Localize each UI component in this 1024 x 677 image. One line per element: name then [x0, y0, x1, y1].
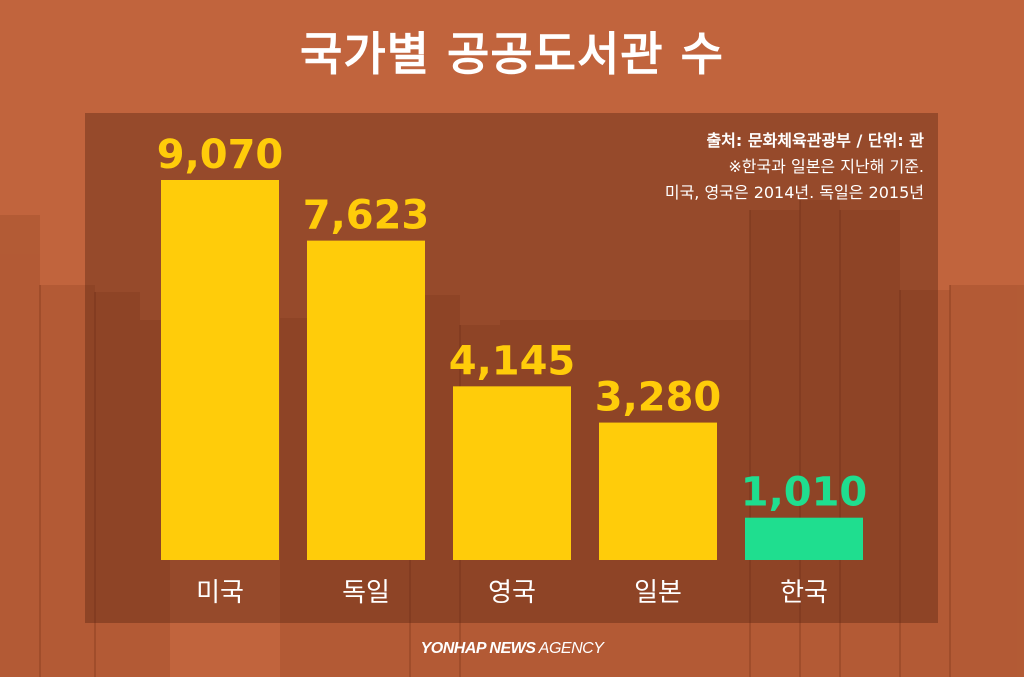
- value-label-3: 4,145: [449, 338, 576, 384]
- credit-rest: AGENCY: [535, 640, 604, 657]
- category-label-3: 영국: [488, 578, 536, 608]
- value-label-4: 3,280: [595, 375, 722, 421]
- value-label-2: 7,623: [303, 193, 430, 239]
- bar-4: [599, 422, 717, 560]
- note-line-1: ※한국과 일본은 지난해 기준.: [728, 157, 924, 176]
- value-label-1: 9,070: [157, 132, 284, 178]
- source-note: 출처: 문화체육관광부 / 단위: 관 ※한국과 일본은 지난해 기준. 미국,…: [665, 128, 924, 206]
- credit-bold: YONHAP NEWS: [420, 640, 536, 657]
- category-label-5: 한국: [780, 578, 828, 608]
- note-line-2: 미국, 영국은 2014년. 독일은 2015년: [664, 183, 924, 202]
- category-label-1: 미국: [196, 578, 244, 608]
- source-line: 출처: 문화체육관광부 / 단위: 관: [706, 131, 924, 150]
- bar-2: [307, 240, 425, 561]
- category-label-4: 일본: [634, 578, 682, 608]
- bar-1: [161, 180, 279, 560]
- value-label-5: 1,010: [741, 470, 868, 516]
- category-label-2: 독일: [342, 578, 390, 608]
- agency-credit: YONHAP NEWS AGENCY: [0, 640, 1024, 658]
- bar-5: [745, 517, 863, 560]
- page-title: 국가별 공공도서관 수: [300, 27, 724, 81]
- bar-3: [453, 386, 571, 560]
